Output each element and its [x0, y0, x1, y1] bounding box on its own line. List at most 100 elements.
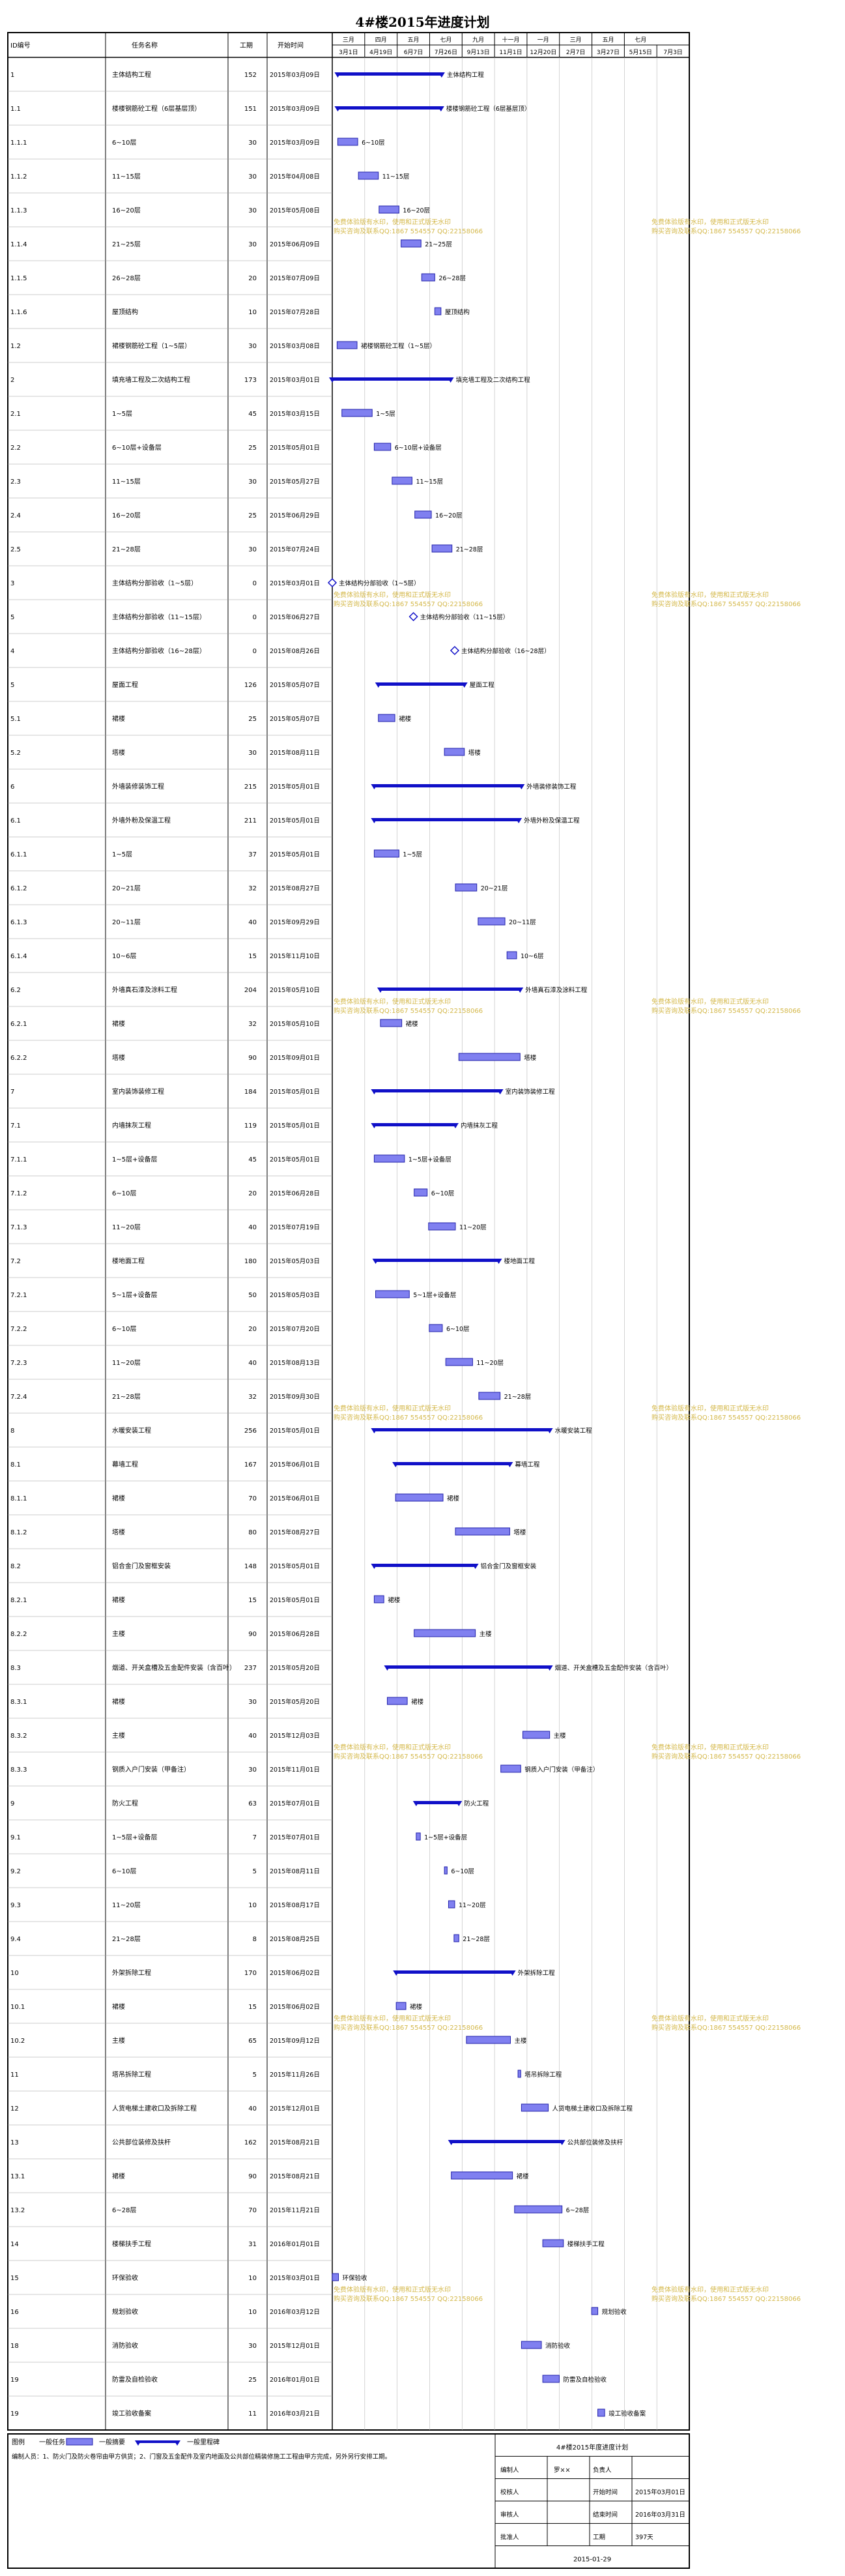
bar-label: 26~28层 [438, 275, 466, 282]
task-bar [431, 544, 453, 553]
task-id: 7.2 [10, 1258, 21, 1265]
task-start: 2015年11月26日 [270, 2071, 320, 2079]
bar-label: 人货电梯土建收口及拆除工程 [552, 2105, 633, 2113]
bar-label: 21~28层 [456, 546, 483, 553]
task-bar [416, 1832, 421, 1841]
task-bar [373, 443, 392, 451]
task-id: 9.3 [10, 1902, 21, 1909]
task-duration: 151 [244, 106, 257, 113]
task-id: 7.1.2 [10, 1190, 27, 1197]
bar-label: 11~15层 [416, 478, 443, 486]
task-id: 2.2 [10, 445, 21, 452]
task-bar [597, 2408, 605, 2417]
bar-label: 5~1层+设备层 [413, 1291, 456, 1299]
task-start: 2015年12月01日 [270, 2105, 320, 2113]
bar-label: 裙楼 [399, 715, 412, 723]
task-name: 20~21层 [112, 885, 141, 892]
bar-label: 6~10层 [362, 139, 385, 147]
watermark-text: 免费体验版有水印，使用和正式版无水印 [652, 218, 769, 226]
task-bar [421, 273, 435, 282]
page-title: 4#楼2015年进度计划 [355, 14, 490, 30]
task-duration: 15 [248, 953, 257, 960]
task-name: 防雷及自检验收 [112, 2375, 158, 2384]
task-duration: 25 [248, 512, 257, 520]
task-start: 2015年05月01日 [270, 851, 320, 858]
bar-label: 裙楼 [447, 1495, 460, 1502]
task-name: 11~15层 [112, 478, 141, 486]
bar-label: 11~15层 [382, 173, 410, 181]
info-label: 审核人 [500, 2511, 519, 2519]
summary-cap-end [496, 1089, 504, 1094]
task-id: 19 [10, 2377, 19, 2384]
bar-label: 主楼 [480, 1630, 493, 1638]
summary-cap-end [558, 2140, 566, 2145]
task-name: 21~25层 [112, 241, 141, 248]
task-bar [336, 341, 358, 349]
task-bar [373, 849, 399, 858]
task-id: 1.1.1 [10, 139, 27, 147]
task-name: 6~10层 [112, 1190, 136, 1197]
summary-cap-start [412, 1801, 420, 1806]
task-bar [521, 2341, 542, 2349]
task-duration: 126 [244, 682, 257, 689]
watermark-text: 购买咨询及联系QQ:1867 554557 QQ:22158066 [334, 2023, 483, 2032]
task-duration: 40 [248, 919, 257, 926]
task-duration: 45 [248, 1156, 257, 1164]
task-duration: 80 [248, 1529, 257, 1536]
task-name: 11~15层 [112, 173, 141, 181]
bar-label: 竣工验收备案 [609, 2410, 646, 2418]
task-start: 2015年05月01日 [270, 1562, 320, 1570]
task-name: 塔楼 [112, 1053, 125, 1062]
summary-bar [378, 682, 465, 686]
task-name: 塔楼 [112, 748, 125, 757]
legend-summary-label: 一般里程碑 [187, 2438, 220, 2446]
task-id: 1.1 [10, 106, 21, 113]
bar-label: 主楼 [554, 1732, 567, 1740]
timescale-week: 9月13日 [467, 49, 490, 56]
bar-label: 1~5层 [376, 411, 395, 418]
bar-label: 6~10层 [446, 1326, 470, 1333]
bar-label: 烟道、开关盒槽及五金配件安装（含百叶） [555, 1664, 673, 1672]
bar-label: 11~20层 [476, 1360, 504, 1367]
task-name: 主体结构分部验收（11~15层） [112, 613, 206, 621]
task-name: 1~5层+设备层 [112, 1155, 157, 1164]
task-start: 2015年07月19日 [270, 1223, 320, 1231]
watermark-text: 免费体验版有水印，使用和正式版无水印 [334, 997, 451, 1006]
bar-label: 公共部位装修及扶杆 [567, 2139, 623, 2146]
task-name: 消防验收 [112, 2341, 138, 2350]
task-name: 裙楼 [112, 1494, 125, 1502]
summary-bar [387, 1665, 550, 1669]
task-duration: 170 [244, 1970, 257, 1977]
watermark-text: 免费体验版有水印，使用和正式版无水印 [334, 591, 451, 599]
bar-label: 6~28层 [566, 2207, 590, 2214]
task-bar [395, 1493, 444, 1502]
task-id: 4 [10, 648, 14, 655]
info-label: 结束时间 [593, 2511, 618, 2519]
bar-label: 21~28层 [463, 1936, 490, 1943]
summary-cap-end [546, 1665, 553, 1671]
task-id: 8.2.2 [10, 1631, 27, 1638]
task-start: 2015年08月27日 [270, 1529, 320, 1536]
bar-label: 20~21层 [481, 885, 508, 892]
task-start: 2015年03月09日 [270, 139, 320, 147]
task-id: 13.2 [10, 2207, 25, 2214]
bar-label: 16~20层 [435, 512, 463, 520]
bar-label: 6~10层+设备层 [395, 444, 442, 452]
task-name: 1~5层 [112, 851, 132, 858]
timescale-month: 一月 [537, 37, 549, 44]
watermark-text: 免费体验版有水印，使用和正式版无水印 [334, 1743, 451, 1751]
bar-label: 填充墙工程及二次结构工程 [456, 376, 531, 384]
task-start: 2015年03月01日 [270, 376, 320, 384]
task-id: 5.2 [10, 750, 21, 757]
summary-cap-end [495, 1259, 502, 1264]
task-bar [332, 2273, 339, 2281]
task-duration: 0 [253, 580, 257, 587]
grid-layer [7, 32, 690, 2431]
legend-summary-swatch [138, 2440, 177, 2443]
task-bar [451, 2171, 513, 2180]
info-value: 罗×× [554, 2466, 570, 2474]
task-start: 2015年05月01日 [270, 1088, 320, 1096]
